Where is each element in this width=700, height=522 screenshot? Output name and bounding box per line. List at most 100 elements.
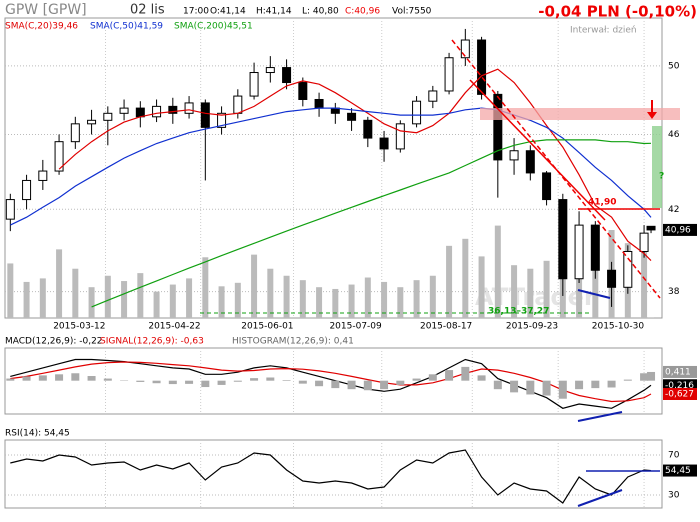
interval: Interwał: dzień: [570, 26, 637, 36]
value-box-label: 40,96: [665, 225, 691, 235]
legend-entry: SIGNAL(12,26,9): -0,63: [100, 337, 204, 347]
candle-body: [233, 95, 243, 114]
value-box-label: 0,411: [665, 367, 691, 377]
volume-bar: [413, 280, 420, 318]
histogram-bar: [38, 375, 47, 381]
low: L: 40,80: [302, 7, 339, 17]
candle-body: [509, 150, 519, 161]
histogram-bar: [266, 377, 275, 381]
histogram-bar: [380, 380, 389, 390]
candle-body: [103, 112, 113, 121]
histogram-bar: [591, 380, 600, 389]
value-box-label: 54,45: [665, 466, 691, 476]
histogram-bar: [412, 378, 421, 381]
volume-bar: [23, 281, 30, 318]
candle-body: [542, 172, 552, 201]
date: 02 lis: [130, 3, 165, 18]
question-mark: ?: [659, 172, 664, 182]
histogram-bar: [493, 380, 502, 390]
candle-body: [152, 105, 162, 118]
histogram-bar: [575, 380, 584, 390]
arrow-head: [647, 112, 657, 119]
volume-bar: [494, 225, 501, 318]
resistance-zone: [480, 108, 680, 120]
volume-bar: [72, 268, 79, 318]
volume-bar: [153, 291, 160, 318]
volume-bar: [283, 275, 290, 318]
candle-body: [493, 93, 503, 161]
legend-entry: SMA(C,20)39,46: [5, 22, 78, 32]
candle-body: [444, 57, 454, 92]
candle-body: [558, 199, 568, 280]
histogram-bar: [71, 373, 80, 381]
candle-body: [363, 119, 373, 139]
histogram-bar: [185, 380, 194, 384]
x-tick-label: 2015-08-17: [420, 322, 472, 332]
volume-bar: [316, 287, 323, 318]
x-tick-label: 2015-06-01: [241, 322, 293, 332]
legend-entry: SMA(C,50)41,59: [90, 22, 163, 32]
histogram-bar: [640, 373, 649, 381]
candle-body: [282, 67, 292, 84]
histogram-bar: [233, 380, 242, 382]
histogram-bar: [461, 366, 470, 381]
candle-body: [428, 90, 438, 102]
value-box: [663, 365, 697, 378]
candle-body: [460, 39, 470, 59]
candle-body: [22, 179, 32, 201]
open: O:41,14: [210, 7, 246, 17]
histogram-bar: [282, 380, 291, 381]
histogram-bar: [477, 375, 486, 381]
value-box: [663, 464, 697, 477]
candle-body: [477, 39, 487, 95]
close: C:40,96: [345, 7, 380, 17]
candle-body: [646, 225, 656, 231]
histogram-bar: [55, 374, 64, 381]
volume-bar: [641, 234, 648, 318]
x-tick-label: 2015-09-23: [506, 322, 558, 332]
candle-body: [87, 119, 97, 125]
volume-bar: [186, 278, 193, 318]
volume-bar: [56, 249, 63, 318]
candle-body: [298, 82, 308, 100]
legend-entry: SMA(C,200)45,51: [174, 22, 253, 32]
volume-bar: [592, 247, 599, 318]
volume-bar: [251, 254, 258, 318]
volume-bar: [397, 287, 404, 318]
macd-frame: [4, 347, 663, 415]
candle-body: [200, 102, 210, 128]
volume-bar: [527, 268, 534, 318]
volume-bar: [462, 238, 469, 318]
candle-body: [249, 72, 259, 97]
histogram-bar: [623, 379, 632, 381]
series-line: [10, 361, 652, 403]
value-box: [663, 223, 697, 236]
y-tick-label: 50: [668, 61, 680, 71]
candle-body: [5, 199, 15, 220]
candle-body: [217, 112, 227, 128]
x-tick-label: 2015-10-30: [592, 322, 645, 332]
histogram-bar: [396, 380, 405, 385]
legend-entry: HISTOGRAM(12,26,9): 0,41: [232, 337, 354, 347]
volume-bar: [7, 263, 14, 318]
candle-body: [184, 102, 194, 114]
volume-bar: [121, 281, 128, 318]
volume-bar: [446, 245, 453, 318]
trend-line: [451, 39, 661, 299]
y-tick-label: 70: [668, 451, 680, 461]
legend-entry: RSI(14): 54,45: [5, 429, 70, 439]
histogram-bar: [558, 380, 567, 399]
candle-body: [607, 269, 617, 288]
histogram-bar: [428, 374, 437, 381]
histogram-bar: [331, 380, 340, 389]
candle-body: [38, 170, 48, 181]
divergence-line: [577, 411, 623, 422]
volume-bar: [202, 257, 209, 318]
series-line: [10, 449, 652, 504]
candle-body: [395, 123, 405, 150]
value-box-label: -0,627: [665, 389, 694, 399]
divergence-line: [577, 289, 611, 299]
candle-body: [590, 224, 600, 271]
level-label: 41,90: [588, 198, 616, 208]
